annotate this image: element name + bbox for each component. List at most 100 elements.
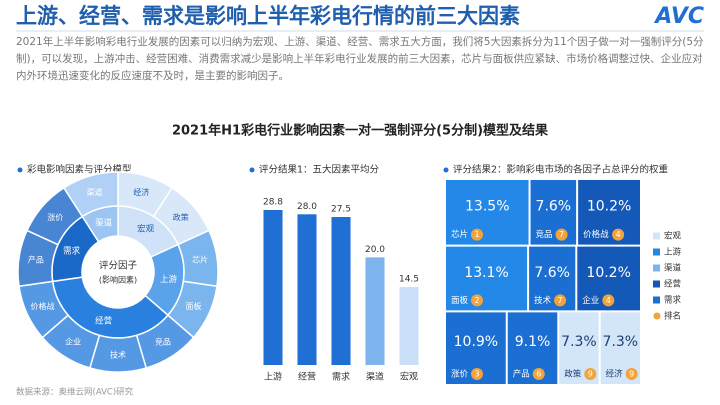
rank-badge: [471, 368, 483, 380]
rank-badge: [612, 228, 625, 241]
legend-swatch: [653, 296, 660, 304]
inner-label: 经营: [95, 315, 112, 326]
rank-badge: [532, 368, 545, 380]
bar: [365, 257, 385, 365]
value-label: 28.8: [263, 198, 283, 208]
tile: [530, 180, 577, 245]
rank-label: 7: [558, 296, 563, 305]
legend-swatch: [653, 264, 660, 272]
legend-label: 排名: [664, 311, 681, 322]
subtitle: 2021年H1彩电行业影响因素一对一强制评分(5分制)模型及结果: [172, 123, 548, 139]
rank-label: 3: [474, 370, 479, 379]
tile-name: 产品: [513, 369, 530, 380]
outer-label: 经济: [133, 187, 149, 197]
inner-label: 上游: [160, 274, 178, 285]
x-tick-label: 上游: [264, 371, 282, 383]
bullet: [249, 167, 255, 173]
tile-name: 政策: [564, 369, 582, 380]
tile-name: 涨价: [451, 369, 469, 380]
legend-swatch: [653, 248, 660, 256]
center: [83, 237, 153, 307]
x-tick-label: 经营: [298, 371, 316, 383]
tile-name: 竞品: [536, 229, 553, 240]
intro-text: 2021年上半年影响彩电行业发展的因素可以归纳为宏观、上游、渠道、经营、需求五大…: [16, 36, 704, 82]
tile-value: 13.1%: [464, 265, 508, 281]
tile-value: 7.3%: [603, 334, 639, 350]
value-label: 28.0: [297, 202, 317, 212]
center-label: (影响因素): [99, 275, 137, 285]
rank-label: 2: [474, 296, 479, 305]
legend-label: 上游: [664, 247, 682, 258]
bar: [399, 286, 419, 365]
value-label: 27.5: [331, 204, 351, 214]
tile-name: 面板: [451, 295, 469, 306]
legend-swatch: [653, 232, 660, 240]
outer-label: 渠道: [87, 187, 103, 197]
title: 上游、经营、需求是影响上半年彩电行情的前三大因素: [16, 4, 520, 28]
tile-name: 经济: [606, 369, 624, 380]
rank-badge: [471, 294, 483, 307]
logo: AVC: [653, 4, 704, 29]
bullet: [17, 167, 23, 173]
bar: [331, 216, 351, 365]
tile-value: 9.1%: [515, 334, 551, 350]
bar: [263, 210, 283, 365]
x-tick-label: 渠道: [366, 371, 384, 383]
rank-label: 7: [559, 230, 564, 239]
bar: [297, 214, 317, 365]
tile-value: 10.2%: [586, 265, 630, 281]
legend-label: 经营: [664, 279, 681, 290]
legend-label: 渠道: [664, 263, 682, 274]
tile-value: 13.5%: [465, 199, 509, 215]
tile: [507, 312, 558, 384]
tile-value: 7.3%: [561, 334, 597, 350]
x-tick-label: 宏观: [400, 371, 418, 383]
outer-label: 芯片: [192, 255, 208, 265]
tile-name: 价格战: [583, 229, 609, 240]
x-tick-label: 需求: [332, 371, 350, 383]
outer-label: 价格战: [31, 301, 55, 311]
outer-label: 面板: [185, 301, 201, 311]
rank-label: 1: [474, 230, 479, 239]
tile-name: 技术: [534, 295, 552, 306]
outer-segment: [62, 171, 119, 218]
tile: [529, 246, 576, 311]
rank-label: 4: [616, 230, 621, 239]
legend-label: 需求: [664, 295, 682, 306]
panel-heading: 评分结果2：影响彩电市场的各因子占总评分的权重: [453, 164, 669, 176]
value-label: 20.0: [365, 245, 385, 255]
tile-value: 7.6%: [536, 199, 572, 215]
legend-label: 宏观: [664, 231, 682, 242]
tile-name: 企业: [582, 295, 599, 306]
inner-label: 宏观: [137, 224, 155, 235]
outer-label: 政策: [173, 212, 189, 222]
value-label: 14.5: [399, 274, 419, 284]
tile-name: 芯片: [451, 229, 468, 240]
outer-label: 涨价: [47, 212, 63, 222]
tile-value: 10.9%: [454, 334, 498, 350]
rank-label: 6: [536, 370, 541, 379]
rank-badge: [625, 368, 638, 380]
outer-label: 企业: [65, 336, 81, 346]
legend-swatch: [653, 280, 660, 288]
footer: 数据来源：奥维云网(AVC)研究: [16, 387, 134, 398]
rank-badge: [555, 228, 568, 241]
tile: [446, 246, 528, 311]
panel-heading: 评分结果1：五大因素平均分: [259, 164, 380, 176]
tile: [446, 180, 529, 245]
rank-label: 4: [606, 296, 611, 305]
rank-badge: [471, 228, 483, 241]
inner-label: 渠道: [95, 218, 113, 229]
rank-label: 9: [629, 370, 634, 379]
tile-value: 7.6%: [534, 265, 570, 281]
outer-label: 技术: [110, 350, 126, 360]
outer-label: 产品: [28, 255, 44, 265]
rank-badge: [584, 368, 597, 380]
legend-swatch: [653, 312, 661, 320]
rank-badge: [554, 294, 567, 307]
rank-label: 9: [588, 370, 593, 379]
tile: [578, 180, 640, 245]
rank-badge: [602, 294, 615, 307]
